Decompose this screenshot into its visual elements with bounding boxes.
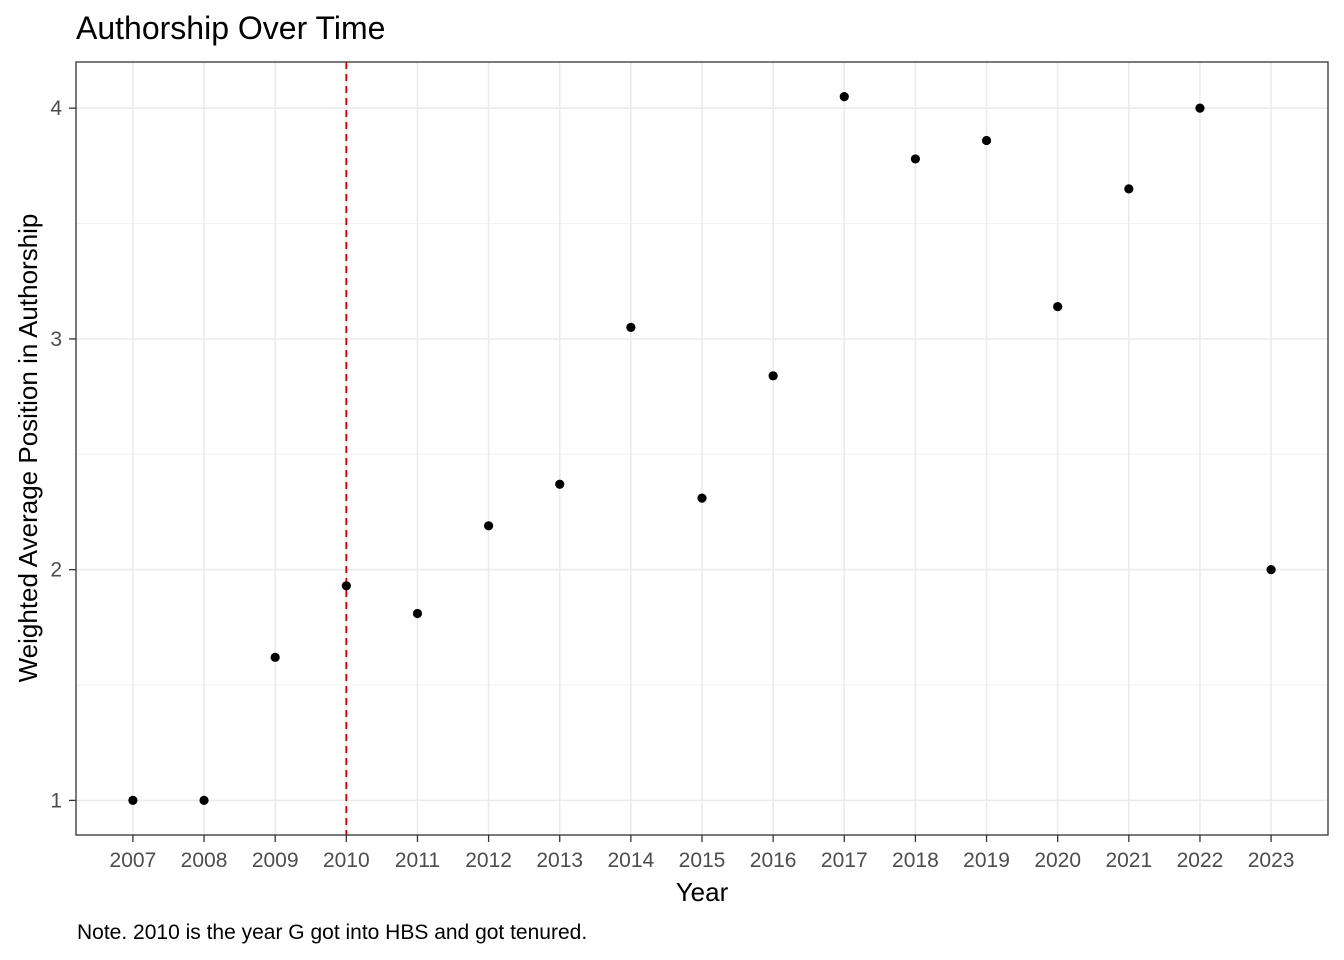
x-tick-label-2022: 2022: [1177, 849, 1224, 872]
y-tick-label-4: 4: [50, 97, 62, 120]
data-point-2018: [910, 154, 921, 164]
y-tick-label-3: 3: [50, 328, 62, 351]
data-point-2023: [1266, 565, 1276, 575]
data-point-2008: [199, 795, 209, 805]
data-point-2021: [1124, 184, 1134, 194]
data-point-2009: [270, 652, 280, 662]
data-point-2016: [768, 371, 778, 381]
data-point-2019: [981, 135, 992, 146]
data-point-2012: [483, 521, 494, 531]
x-tick-label-2012: 2012: [465, 849, 512, 872]
x-tick-label-2019: 2019: [963, 849, 1010, 872]
data-point-2007: [128, 795, 138, 805]
x-tick-label-2013: 2013: [536, 849, 583, 872]
chart-title: Authorship Over Time: [76, 10, 386, 46]
axes: 2007 2008 2009 2010 2011 2012 2013 2014 2015 2016…: [50, 97, 1294, 872]
x-tick-label-2008: 2008: [181, 849, 228, 872]
data-point-2020: [1053, 301, 1063, 312]
data-point-2014: [626, 322, 636, 332]
x-tick-label-2011: 2011: [395, 849, 440, 872]
x-tick-label-2015: 2015: [679, 849, 726, 872]
x-tick-label-2010: 2010: [323, 849, 370, 872]
x-tick-label-2016: 2016: [750, 849, 797, 872]
data-point-2010: [341, 581, 351, 591]
grid-lines: [76, 62, 1328, 835]
x-tick-label-2007: 2007: [110, 849, 157, 872]
y-tick-label-1: 1: [50, 789, 62, 812]
x-tick-label-2021: 2021: [1105, 849, 1152, 872]
x-tick-label-2017: 2017: [821, 849, 868, 872]
chart-note: Note. 2010 is the year G got into HBS an…: [77, 921, 588, 944]
y-tick-label-2: 2: [50, 559, 62, 582]
data-point-2013: [555, 479, 565, 489]
data-point-2022: [1195, 103, 1205, 113]
x-tick-label-2014: 2014: [608, 849, 655, 872]
data-point-2017: [839, 92, 849, 102]
x-tick-label-2018: 2018: [892, 849, 939, 872]
x-tick-label-2020: 2020: [1034, 849, 1081, 872]
data-point-2015: [697, 493, 707, 503]
x-tick-label-2009: 2009: [252, 849, 299, 872]
x-axis-title: Year: [676, 877, 729, 907]
y-axis-title: Weighted Average Position in Authorship: [13, 214, 43, 683]
x-tick-label-2023: 2023: [1248, 849, 1295, 872]
data-points: [128, 92, 1276, 805]
data-point-2011: [412, 608, 423, 619]
